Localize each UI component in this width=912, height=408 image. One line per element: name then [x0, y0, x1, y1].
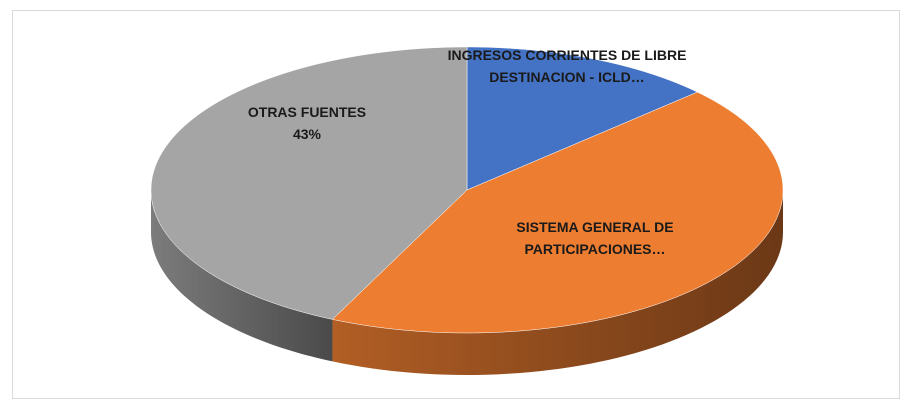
slice-side: [332, 190, 783, 375]
slice: [331, 91, 784, 334]
category-label: SISTEMA GENERAL DE PARTICIPACIONES…: [516, 219, 674, 257]
slice-label: SISTEMA GENERAL DE PARTICIPACIONES…: [495, 216, 695, 260]
value-label: 43%: [292, 126, 322, 142]
category-label: OTRAS FUENTES: [247, 104, 367, 120]
slice-label: INGRESOS CORRIENTES DE LIBRE DESTINACION…: [442, 44, 692, 88]
slice-label: OTRAS FUENTES 43%: [207, 101, 407, 145]
slice: [466, 46, 698, 191]
slice-side: [151, 190, 333, 362]
slice: [150, 46, 468, 320]
category-label: INGRESOS CORRIENTES DE LIBRE DESTINACION…: [447, 47, 687, 85]
